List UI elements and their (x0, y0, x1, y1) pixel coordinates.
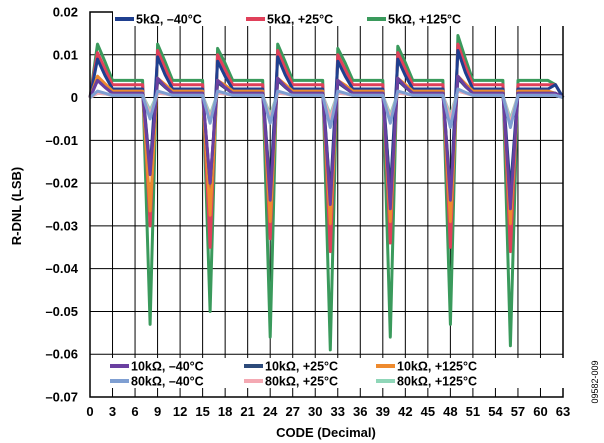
y-tick-label: –0.02 (45, 176, 78, 191)
y-tick-label: –0.06 (45, 347, 78, 362)
legend-label: 10kΩ, +25°C (265, 360, 338, 374)
x-tick-label: 30 (308, 404, 322, 419)
x-tick-label: 24 (263, 404, 278, 419)
x-tick-label: 54 (488, 404, 503, 419)
legend-label: 5kΩ, +125°C (388, 13, 461, 27)
x-tick-label: 39 (376, 404, 390, 419)
x-tick-label: 42 (398, 404, 412, 419)
y-tick-label: –0.07 (45, 390, 78, 405)
legend-top: 5kΩ, –40°C 5kΩ, +25°C 5kΩ, +125°C (113, 11, 565, 27)
x-tick-label: 27 (285, 404, 299, 419)
y-tick-label: –0.05 (45, 304, 78, 319)
legend-label: 5kΩ, +25°C (267, 13, 333, 27)
y-tick-label: –0.01 (45, 133, 78, 148)
y-tick-label: –0.04 (45, 261, 78, 276)
legend-label: 10kΩ, –40°C (131, 360, 204, 374)
series-line (88, 34, 565, 352)
legend-bg (365, 11, 565, 26)
y-tick-label: 0.02 (53, 5, 78, 20)
y-tick-label: 0 (71, 90, 78, 105)
legend-item: 80kΩ, +125°C (374, 373, 574, 389)
x-tick-label: 6 (131, 404, 138, 419)
x-axis-title: CODE (Decimal) (276, 425, 376, 440)
legend-bg (374, 358, 574, 373)
x-tick-label: 51 (466, 404, 480, 419)
legend-label: 5kΩ, –40°C (136, 13, 202, 27)
figure-id: 09582-009 (590, 360, 600, 403)
x-tick-label: 0 (86, 404, 93, 419)
legend-label: 80kΩ, –40°C (131, 375, 204, 389)
x-tick-labels: 0 3 6 9 12 15 18 21 24 27 30 33 36 39 42 45 48 51 54 57 60 63 (86, 404, 570, 419)
x-tick-label: 48 (443, 404, 457, 419)
x-tick-label: 60 (533, 404, 547, 419)
legend-label: 10kΩ, +125°C (397, 360, 477, 374)
legend-item: 5kΩ, +125°C (365, 11, 565, 27)
series-line (88, 74, 564, 211)
x-tick-label: 3 (109, 404, 116, 419)
x-tick-label: 15 (195, 404, 209, 419)
legend-bottom: 10kΩ, –40°C 10kΩ, +25°C 10kΩ, +125°C80kΩ, … (108, 358, 574, 389)
series-line (89, 87, 564, 129)
y-tick-labels: 0.02 0.01 0 –0.01 –0.02 –0.03 –0.04 –0.05 –0.06 –… (45, 5, 78, 405)
y-tick-label: –0.03 (45, 218, 78, 233)
x-tick-label: 18 (218, 404, 232, 419)
y-tick-label: 0.01 (53, 47, 78, 62)
x-tick-label: 33 (331, 404, 345, 419)
x-tick-label: 9 (154, 404, 161, 419)
legend-label: 80kΩ, +125°C (397, 375, 477, 389)
legend-bg (374, 373, 574, 388)
x-tick-label: 12 (173, 404, 187, 419)
x-tick-label: 57 (511, 404, 525, 419)
legend-label: 80kΩ, +25°C (265, 375, 338, 389)
x-tick-label: 21 (240, 404, 254, 419)
x-tick-label: 36 (353, 404, 367, 419)
series-lines (88, 34, 565, 352)
legend-item: 10kΩ, +125°C (374, 358, 574, 374)
x-tick-label: 63 (556, 404, 570, 419)
y-axis-title: R-DNL (LSB) (9, 167, 24, 245)
x-tick-label: 45 (421, 404, 435, 419)
